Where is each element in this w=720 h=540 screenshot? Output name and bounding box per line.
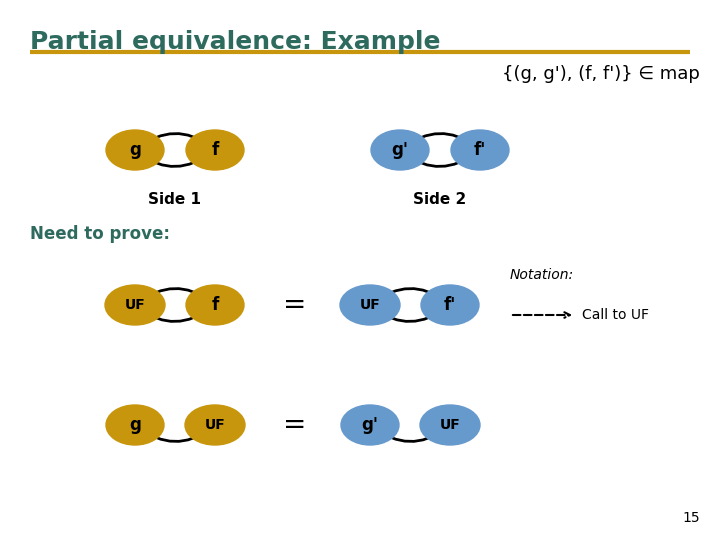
Text: f': f' [444, 296, 456, 314]
Text: {(g, g'), (f, f')} ∈ map: {(g, g'), (f, f')} ∈ map [502, 65, 700, 83]
Ellipse shape [340, 285, 400, 325]
Text: UF: UF [359, 298, 380, 312]
Text: UF: UF [125, 298, 145, 312]
Text: Side 1: Side 1 [148, 192, 202, 207]
Text: g: g [129, 416, 141, 434]
Ellipse shape [106, 130, 164, 170]
Text: g: g [129, 141, 141, 159]
Ellipse shape [371, 130, 429, 170]
Text: Side 2: Side 2 [413, 192, 467, 207]
Text: f: f [212, 141, 219, 159]
Ellipse shape [186, 285, 244, 325]
Text: Need to prove:: Need to prove: [30, 225, 170, 243]
Ellipse shape [185, 405, 245, 445]
Ellipse shape [341, 405, 399, 445]
Text: 15: 15 [683, 511, 700, 525]
Text: UF: UF [440, 418, 460, 432]
Ellipse shape [421, 285, 479, 325]
Text: g': g' [392, 141, 408, 159]
Ellipse shape [105, 285, 165, 325]
Text: f': f' [474, 141, 486, 159]
Text: UF: UF [204, 418, 225, 432]
Text: Call to UF: Call to UF [582, 308, 649, 322]
Ellipse shape [186, 130, 244, 170]
Text: Partial equivalence: Example: Partial equivalence: Example [30, 30, 441, 54]
Text: Notation:: Notation: [510, 268, 574, 282]
Text: =: = [283, 411, 307, 439]
Ellipse shape [451, 130, 509, 170]
Ellipse shape [420, 405, 480, 445]
Text: g': g' [361, 416, 379, 434]
Text: f: f [212, 296, 219, 314]
Text: =: = [283, 291, 307, 319]
Ellipse shape [106, 405, 164, 445]
